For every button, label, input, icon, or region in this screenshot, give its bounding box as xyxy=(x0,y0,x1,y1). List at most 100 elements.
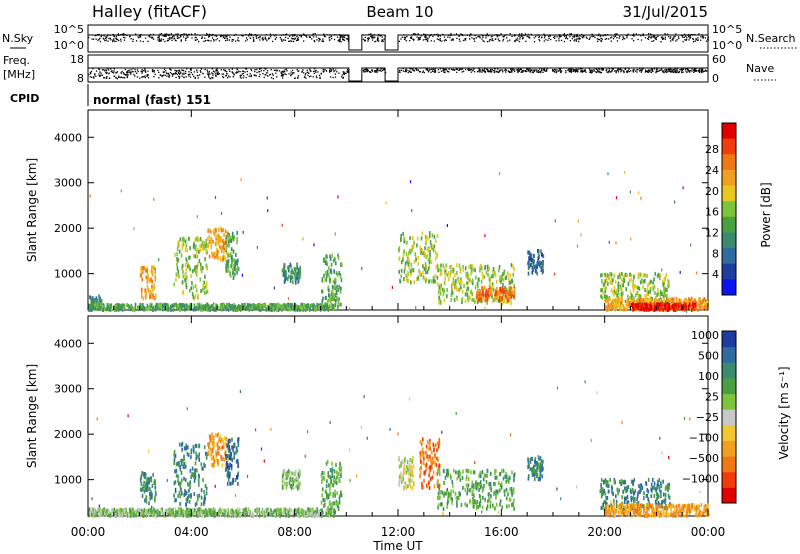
range-cell xyxy=(672,304,674,309)
nsky-point xyxy=(164,35,166,37)
range-cell xyxy=(446,273,449,277)
freq-point xyxy=(297,70,299,72)
nsky-point xyxy=(527,33,529,36)
nsky-point xyxy=(321,40,323,42)
range-cell xyxy=(450,269,452,274)
range-cell xyxy=(172,510,174,515)
range-cell xyxy=(151,284,153,289)
range-cell xyxy=(288,265,290,270)
nsky-point xyxy=(117,38,119,41)
freq-point xyxy=(290,73,292,75)
nsky-point xyxy=(423,33,425,35)
range-cell xyxy=(445,263,448,268)
freq-point xyxy=(105,72,108,75)
range-cell xyxy=(535,269,537,274)
freq-point xyxy=(134,75,136,77)
range-cell xyxy=(324,296,327,301)
range-cell xyxy=(199,237,202,242)
range-cell xyxy=(129,513,132,518)
range-cell xyxy=(497,298,500,303)
range-cell xyxy=(295,304,298,309)
freq-point xyxy=(418,71,421,73)
range-cell xyxy=(284,269,287,274)
range-cell xyxy=(619,284,622,289)
freq-point xyxy=(569,68,571,70)
nsky-point xyxy=(252,36,255,39)
nsky-point xyxy=(266,39,268,42)
freq-point xyxy=(600,71,603,74)
range-cell xyxy=(256,512,258,517)
nsky-point xyxy=(123,36,125,38)
range-cell xyxy=(336,284,338,289)
freq-point xyxy=(684,68,687,70)
range-cell xyxy=(506,293,508,298)
nsky-point xyxy=(372,36,374,39)
nsky-point xyxy=(657,35,659,37)
nsky-point xyxy=(381,40,383,42)
freq-point xyxy=(670,71,672,73)
nsky-point xyxy=(521,33,523,35)
range-cell xyxy=(153,283,155,286)
nsky-point xyxy=(622,38,624,41)
range-cell xyxy=(195,288,198,293)
range-cell xyxy=(177,274,180,279)
range-cell xyxy=(146,303,149,308)
range-cell xyxy=(643,279,645,284)
range-cell xyxy=(407,270,409,275)
range-cell xyxy=(663,300,666,305)
freq-point xyxy=(246,70,248,73)
freq-point xyxy=(434,71,436,73)
freq-point xyxy=(529,71,531,73)
nsky-point xyxy=(289,40,291,42)
range-cell xyxy=(454,273,456,278)
freq-point xyxy=(169,68,171,71)
nsky-point xyxy=(130,38,132,40)
freq-point xyxy=(206,73,208,75)
freq-point xyxy=(656,70,658,72)
freq-point xyxy=(651,68,653,71)
nsky-point xyxy=(655,36,658,38)
nsky-point xyxy=(112,39,114,42)
freq-point xyxy=(275,72,277,74)
range-cell xyxy=(512,272,515,277)
nsky-point xyxy=(160,33,163,35)
freq-point xyxy=(146,75,148,77)
range-cell xyxy=(495,279,498,284)
range-cell xyxy=(510,286,512,291)
range-cell xyxy=(278,306,281,311)
range-cell xyxy=(410,262,413,267)
freq-point xyxy=(572,69,574,71)
range-cell xyxy=(627,282,630,286)
freq-point xyxy=(253,74,255,76)
range-cell xyxy=(694,299,697,304)
range-cell xyxy=(653,277,655,282)
range-cell xyxy=(476,296,479,301)
range-cell xyxy=(323,258,325,263)
range-cell xyxy=(428,258,430,262)
freq-point xyxy=(172,74,174,76)
range-cell xyxy=(189,246,191,251)
range-cell xyxy=(233,302,235,307)
freq-point xyxy=(89,76,91,78)
range-cell xyxy=(425,264,428,269)
range-cell xyxy=(150,277,152,282)
range-cell xyxy=(408,265,410,270)
nsky-point xyxy=(627,33,629,35)
nsky-point xyxy=(599,35,601,37)
nsky-point xyxy=(648,36,650,38)
nsky-point xyxy=(661,37,663,39)
range-cell xyxy=(174,507,177,512)
range-cell xyxy=(465,271,468,276)
range-cell xyxy=(580,233,582,237)
range-cell xyxy=(609,280,612,285)
range-cell xyxy=(194,246,197,251)
nsky-point xyxy=(676,39,678,41)
range-cell xyxy=(103,507,105,512)
freq-point xyxy=(124,68,127,71)
freq-point xyxy=(467,68,469,70)
range-cell xyxy=(423,276,425,281)
range-cell xyxy=(234,263,236,268)
range-cell xyxy=(231,259,233,264)
freq-point xyxy=(280,72,283,75)
nsky-point xyxy=(316,39,318,41)
